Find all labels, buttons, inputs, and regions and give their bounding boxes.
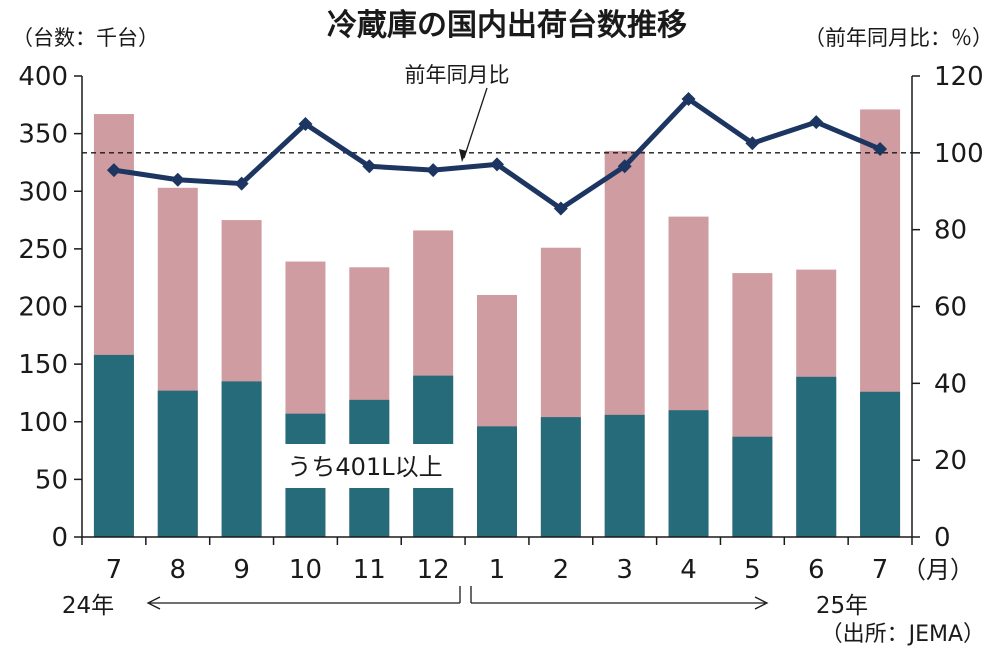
x-tick-label: 7 [106, 555, 123, 585]
left-tick-label: 150 [18, 350, 68, 380]
left-tick-label: 250 [18, 235, 68, 265]
large-fridge-bar [157, 390, 198, 537]
yoy-marker [362, 159, 377, 174]
x-tick-label: 1 [489, 555, 506, 585]
right-tick-label: 60 [934, 293, 967, 323]
x-axis: 7 8 9 10 11 12 1 2 3 4 5 6 7 [81, 536, 913, 585]
x-tick-label: 9 [233, 555, 250, 585]
yoy-marker [426, 163, 441, 178]
series-label-background [272, 444, 458, 488]
x-tick-label: 7 [872, 555, 889, 585]
yoy-marker [298, 117, 313, 132]
right-tick-label: 40 [934, 369, 967, 399]
x-tick-label: 2 [553, 555, 570, 585]
large-fridge-bar [732, 436, 773, 537]
year-span-2025 [470, 586, 769, 610]
year-label-2025: 25年 [816, 593, 868, 619]
large-fridge-bar [796, 376, 837, 537]
source-note: （出所：JEMA） [821, 622, 985, 646]
yoy-marker [873, 141, 888, 156]
large-fridge-bar [93, 354, 134, 537]
x-tick-label: 3 [616, 555, 633, 585]
left-tick-label: 350 [18, 120, 68, 150]
x-axis-unit: （月） [902, 556, 974, 584]
yoy-marker [553, 201, 568, 216]
yoy-marker [234, 176, 249, 191]
yoy-line-layer [106, 92, 888, 216]
year-span-2024 [146, 586, 461, 610]
yoy-marker [681, 92, 696, 107]
large-fridge-bar [668, 410, 709, 537]
right-tick-label: 0 [934, 523, 951, 553]
x-tick-label: 4 [680, 555, 697, 585]
x-tick-label: 12 [417, 555, 450, 585]
left-tick-label: 50 [35, 465, 68, 495]
large-fridge-bar [604, 414, 645, 537]
yoy-marker [745, 136, 760, 151]
right-tick-label: 20 [934, 446, 967, 476]
yoy-marker [170, 172, 185, 187]
yoy-line [113, 96, 882, 212]
series-label-401l: うち401L以上 [287, 453, 442, 481]
year-label-2024: 24年 [62, 593, 114, 619]
right-axis: 0 20 40 60 80 100 120 [911, 62, 984, 553]
large-fridge-bar [221, 381, 262, 537]
right-tick-label: 80 [934, 216, 967, 246]
right-tick-label: 120 [934, 62, 984, 92]
yoy-marker [809, 115, 824, 130]
large-fridge-bar [477, 426, 517, 537]
yoy-marker [106, 163, 121, 178]
left-axis-unit: （台数：千台） [12, 26, 159, 50]
x-tick-label: 5 [744, 555, 761, 585]
chart-title: 冷蔵庫の国内出荷台数推移 [327, 8, 687, 43]
left-tick-label: 100 [18, 408, 68, 438]
bars-layer [93, 109, 901, 538]
x-tick-label: 6 [808, 555, 825, 585]
large-fridge-bar [540, 417, 581, 537]
left-tick-label: 0 [51, 523, 68, 553]
x-tick-label: 10 [289, 555, 322, 585]
right-tick-label: 100 [934, 139, 984, 169]
x-tick-label: 11 [353, 555, 386, 585]
left-tick-label: 300 [18, 177, 68, 207]
large-fridge-bar [860, 391, 901, 537]
yoy-marker [490, 157, 504, 172]
yoy-annotation-label: 前年同月比 [405, 63, 510, 87]
right-axis-unit: （前年同月比：％） [804, 26, 993, 50]
yoy-marker [617, 159, 632, 174]
left-tick-label: 400 [18, 62, 68, 92]
yoy-annotation-pointer [463, 87, 488, 159]
yoy-annotation-arrowhead [459, 149, 467, 162]
left-tick-label: 200 [18, 293, 68, 323]
left-axis: 0 50 100 150 200 250 300 350 400 [18, 62, 83, 553]
x-tick-label: 8 [169, 555, 186, 585]
